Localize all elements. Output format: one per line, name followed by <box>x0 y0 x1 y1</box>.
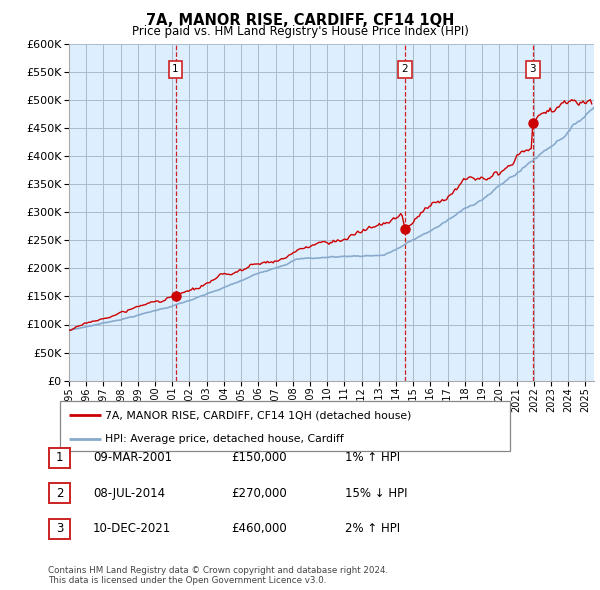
Text: 08-JUL-2014: 08-JUL-2014 <box>93 487 165 500</box>
Text: 3: 3 <box>530 64 536 74</box>
Text: Contains HM Land Registry data © Crown copyright and database right 2024.
This d: Contains HM Land Registry data © Crown c… <box>48 566 388 585</box>
Text: 7A, MANOR RISE, CARDIFF, CF14 1QH (detached house): 7A, MANOR RISE, CARDIFF, CF14 1QH (detac… <box>105 410 412 420</box>
Text: £270,000: £270,000 <box>231 487 287 500</box>
Text: £460,000: £460,000 <box>231 522 287 535</box>
Text: 2% ↑ HPI: 2% ↑ HPI <box>345 522 400 535</box>
Text: 10-DEC-2021: 10-DEC-2021 <box>93 522 171 535</box>
Text: 09-MAR-2001: 09-MAR-2001 <box>93 451 172 464</box>
Text: 7A, MANOR RISE, CARDIFF, CF14 1QH: 7A, MANOR RISE, CARDIFF, CF14 1QH <box>146 13 454 28</box>
Text: Price paid vs. HM Land Registry's House Price Index (HPI): Price paid vs. HM Land Registry's House … <box>131 25 469 38</box>
Text: 2: 2 <box>56 487 63 500</box>
Text: £150,000: £150,000 <box>231 451 287 464</box>
Text: 15% ↓ HPI: 15% ↓ HPI <box>345 487 407 500</box>
Text: 1% ↑ HPI: 1% ↑ HPI <box>345 451 400 464</box>
Text: 3: 3 <box>56 522 63 535</box>
Text: 1: 1 <box>172 64 179 74</box>
Text: 2: 2 <box>401 64 409 74</box>
Text: 1: 1 <box>56 451 63 464</box>
Text: HPI: Average price, detached house, Cardiff: HPI: Average price, detached house, Card… <box>105 434 344 444</box>
